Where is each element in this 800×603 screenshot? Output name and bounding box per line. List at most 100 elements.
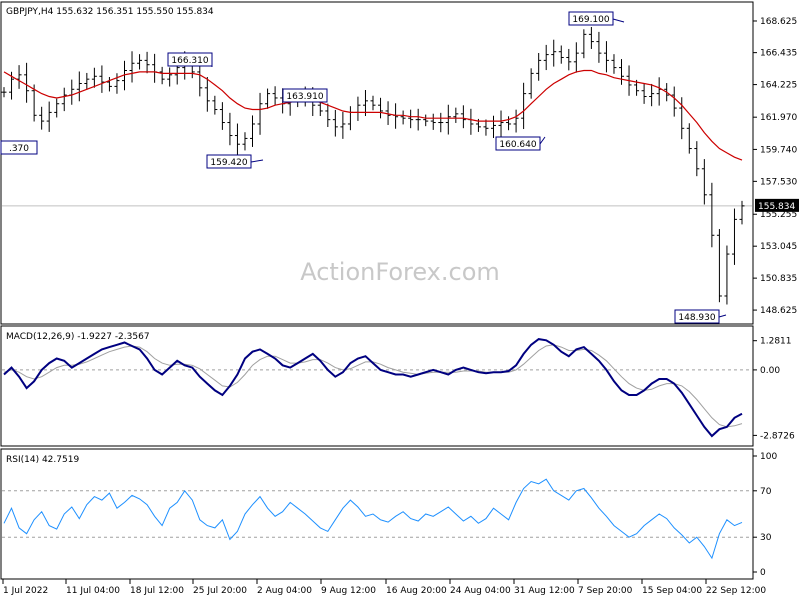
price-bar bbox=[460, 105, 466, 129]
rsi-panel-frame bbox=[0, 448, 754, 580]
price-annotation: .370 bbox=[0, 140, 38, 155]
price-bar bbox=[588, 26, 594, 49]
rsi-y-tick-label: 100 bbox=[760, 452, 777, 462]
price-y-tick-label: 150.835 bbox=[760, 274, 797, 284]
price-bar bbox=[39, 106, 45, 130]
macd-y-tick-label: 0.00 bbox=[760, 366, 780, 376]
price-bar bbox=[61, 87, 67, 112]
macd-panel-frame bbox=[0, 325, 754, 447]
annotation-layer: 166.310 163.910 159.420 160.640 169.100 148.9… bbox=[0, 11, 727, 324]
price-bar bbox=[355, 96, 361, 121]
price-bar bbox=[521, 82, 527, 130]
price-bar bbox=[340, 111, 346, 139]
price-bar bbox=[84, 72, 90, 90]
time-axis-label: 16 Aug 20:00 bbox=[386, 586, 447, 596]
price-bar bbox=[686, 123, 692, 154]
price-panel-frame bbox=[0, 1, 754, 325]
annotation-label: .370 bbox=[9, 144, 29, 154]
price-bar bbox=[709, 182, 715, 248]
price-bar bbox=[445, 104, 451, 135]
price-annotation: 160.640 bbox=[495, 136, 546, 151]
price-bar bbox=[129, 51, 135, 83]
price-bar bbox=[91, 67, 97, 88]
price-bar bbox=[408, 109, 414, 129]
price-bar bbox=[69, 79, 75, 105]
watermark-text: ActionForex.com bbox=[300, 258, 500, 286]
price-bar bbox=[347, 106, 353, 131]
price-bar bbox=[16, 65, 22, 89]
price-bar bbox=[656, 77, 662, 106]
price-bar bbox=[325, 103, 331, 128]
price-y-tick-label: 159.740 bbox=[760, 145, 797, 155]
price-y-tick-label: 166.435 bbox=[760, 49, 797, 59]
price-bar bbox=[234, 123, 240, 157]
price-bar bbox=[400, 110, 406, 125]
time-axis-label: 18 Jul 12:00 bbox=[130, 586, 184, 596]
annotation-leader bbox=[718, 314, 727, 318]
price-bar bbox=[31, 84, 37, 122]
macd-signal-line bbox=[3, 344, 743, 428]
time-axis-label: 11 Jul 04:00 bbox=[66, 586, 120, 596]
price-bar bbox=[415, 108, 421, 131]
price-bar bbox=[54, 98, 60, 118]
price-bar bbox=[551, 39, 557, 67]
price-bar bbox=[257, 92, 263, 135]
price-y-tick-label: 157.530 bbox=[760, 177, 797, 187]
price-bar bbox=[724, 245, 730, 305]
time-axis-label: 7 Sep 20:00 bbox=[578, 586, 633, 596]
price-bar bbox=[24, 62, 30, 103]
price-bar bbox=[46, 101, 52, 132]
annotation-leader bbox=[539, 136, 546, 145]
price-bar bbox=[370, 95, 376, 111]
price-bar bbox=[566, 48, 572, 71]
price-bar bbox=[573, 42, 579, 73]
price-panel-title: GBPJPY,H4 155.632 156.351 155.550 155.83… bbox=[6, 7, 214, 17]
price-bar bbox=[536, 53, 542, 81]
annotation-box bbox=[206, 154, 252, 169]
price-bar bbox=[332, 109, 338, 137]
price-y-tick-label: 148.625 bbox=[760, 306, 797, 316]
time-axis-label: 2 Aug 04:00 bbox=[257, 586, 312, 596]
price-bar bbox=[159, 66, 165, 85]
price-bar bbox=[152, 53, 158, 83]
price-bar bbox=[250, 115, 256, 147]
price-bar bbox=[498, 110, 504, 138]
price-bar bbox=[739, 200, 745, 225]
price-bar bbox=[453, 107, 459, 123]
price-annotation: 166.310 bbox=[167, 52, 213, 67]
price-bar bbox=[393, 103, 399, 129]
price-bar bbox=[490, 115, 496, 138]
annotation-box bbox=[495, 136, 541, 151]
price-bar bbox=[385, 101, 391, 125]
price-y-tick-label: 164.225 bbox=[760, 81, 797, 91]
last-price-badge bbox=[755, 198, 799, 212]
annotation-box bbox=[0, 140, 38, 155]
price-bar bbox=[137, 54, 143, 70]
price-bar bbox=[528, 68, 534, 99]
macd-y-tick-label: -2.8726 bbox=[760, 431, 795, 441]
annotation-box bbox=[282, 88, 328, 103]
annotation-leader bbox=[612, 18, 625, 23]
time-axis-label: 24 Aug 04:00 bbox=[450, 586, 511, 596]
price-y-tick-label: 153.045 bbox=[760, 242, 797, 252]
time-axis-label: 25 Jul 20:00 bbox=[193, 586, 247, 596]
time-axis-label: 22 Sep 12:00 bbox=[706, 586, 766, 596]
price-bar bbox=[99, 65, 105, 93]
axis-layer: 168.625 166.435 164.225 161.970 159.740 157.5… bbox=[2, 17, 799, 596]
rsi-y-tick-label: 70 bbox=[760, 487, 772, 497]
price-bar bbox=[227, 112, 233, 146]
last-price-label: 155.834 bbox=[758, 202, 795, 212]
price-bar bbox=[430, 113, 436, 130]
price-bar bbox=[114, 73, 120, 94]
rsi-series-layer bbox=[2, 478, 752, 560]
price-bar bbox=[144, 51, 150, 74]
price-bar bbox=[596, 31, 602, 63]
price-bar bbox=[716, 229, 722, 303]
price-bar bbox=[438, 112, 444, 133]
price-bar bbox=[362, 90, 368, 117]
time-axis-label: 31 Aug 12:00 bbox=[514, 586, 575, 596]
price-bar bbox=[603, 41, 609, 73]
price-bar bbox=[265, 88, 271, 109]
